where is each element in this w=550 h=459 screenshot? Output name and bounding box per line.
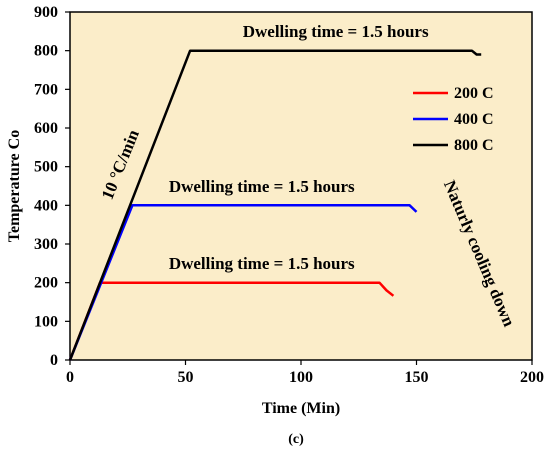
x-axis-title: Time (Min) xyxy=(262,400,340,417)
x-tick-label: 150 xyxy=(405,369,429,386)
figure-caption: (c) xyxy=(288,432,304,447)
legend: 200 C 400 C 800 C xyxy=(413,85,494,154)
y-axis-title: Temperature Co xyxy=(6,130,23,242)
series-layer xyxy=(68,49,482,361)
y-tick-label: 900 xyxy=(34,4,58,21)
y-tick-label: 200 xyxy=(34,275,58,292)
x-tick-label: 100 xyxy=(289,369,313,386)
y-tick-label: 300 xyxy=(34,236,58,253)
legend-label: 200 C xyxy=(454,85,494,102)
y-tick-label: 700 xyxy=(34,81,58,98)
y-tick-label: 500 xyxy=(34,159,58,176)
x-tick-label: 50 xyxy=(178,369,194,386)
y-tick-label: 0 xyxy=(50,352,58,369)
y-tick-label: 400 xyxy=(34,197,58,214)
y-tick-label: 100 xyxy=(34,313,58,330)
x-tick-label: 200 xyxy=(520,369,544,386)
legend-label: 800 C xyxy=(454,137,494,154)
y-tick-label: 800 xyxy=(34,43,58,60)
y-tick-label: 600 xyxy=(34,120,58,137)
plot-area xyxy=(69,11,533,361)
annotation-label: Dwelling time = 1.5 hours xyxy=(169,254,355,273)
legend-label: 400 C xyxy=(454,111,494,128)
x-tick-label: 0 xyxy=(66,369,74,386)
annotation-label: Dwelling time = 1.5 hours xyxy=(169,177,355,196)
annotation-label: Dwelling time = 1.5 hours xyxy=(243,22,429,41)
series-line-800-c xyxy=(68,49,482,361)
axis-layer: 0 50 100 150 200 0 100 200 300 400 500 600 700 800 900 xyxy=(34,4,544,386)
